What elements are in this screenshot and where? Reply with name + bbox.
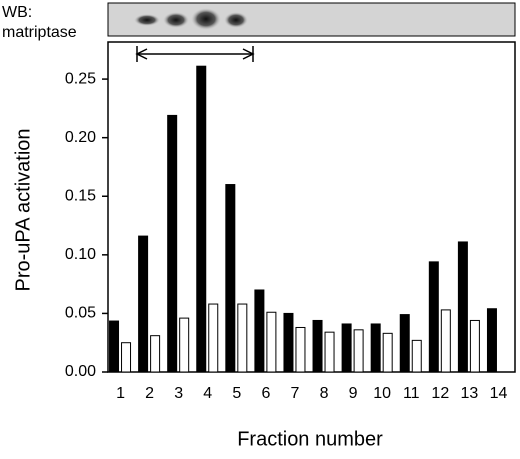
bar <box>295 326 306 373</box>
bar <box>469 319 480 373</box>
x-tick-label: 14 <box>490 385 508 402</box>
bar <box>179 317 190 373</box>
bar <box>167 114 178 373</box>
bar <box>138 235 149 373</box>
x-tick-label: 7 <box>291 385 300 402</box>
x-tick-label: 13 <box>460 385 478 402</box>
y-tick-label: 0.25 <box>65 70 96 87</box>
bar <box>399 314 410 373</box>
bar <box>341 323 352 373</box>
x-tick-label: 4 <box>203 385 212 402</box>
western-blot <box>107 2 516 37</box>
bar <box>382 332 393 373</box>
y-axis-label: Pro-uPA activation <box>12 128 34 291</box>
y-tick-label: 0.20 <box>65 129 96 146</box>
x-tick-label: 5 <box>232 385 241 402</box>
x-tick-label: 11 <box>403 385 420 402</box>
range-arrow <box>135 46 255 62</box>
bar <box>121 342 132 373</box>
bar <box>237 303 248 373</box>
bar <box>411 339 422 373</box>
bar <box>312 319 323 373</box>
bar <box>440 309 451 373</box>
bar <box>457 241 468 373</box>
x-tick-label: 6 <box>261 385 270 402</box>
bar <box>283 312 294 373</box>
x-tick-label: 8 <box>320 385 329 402</box>
x-tick-label: 9 <box>349 385 358 402</box>
bar <box>486 308 497 373</box>
bar <box>196 65 207 373</box>
bar <box>428 261 439 373</box>
y-tick-label: 0.15 <box>65 187 96 204</box>
x-tick-label: 10 <box>373 385 391 402</box>
bar <box>254 289 265 373</box>
x-tick-label: 2 <box>145 385 154 402</box>
plot-frame <box>107 41 516 373</box>
x-tick-label: 3 <box>174 385 183 402</box>
y-tick-label: 0.00 <box>65 363 96 380</box>
bar <box>353 329 364 373</box>
x-tick-label: 12 <box>431 385 449 402</box>
bar <box>208 303 219 373</box>
bar <box>150 335 161 373</box>
bar <box>266 311 277 373</box>
bar <box>225 184 236 373</box>
annotation: matriptase <box>2 24 77 41</box>
x-axis-label: Fraction number <box>237 428 383 450</box>
bar <box>370 323 381 373</box>
y-tick-label: 0.10 <box>65 246 96 263</box>
annotation: WB: <box>2 4 32 21</box>
bar <box>109 320 120 373</box>
y-tick-label: 0.05 <box>65 305 96 322</box>
bar <box>324 331 335 373</box>
x-tick-label: 1 <box>116 385 125 402</box>
